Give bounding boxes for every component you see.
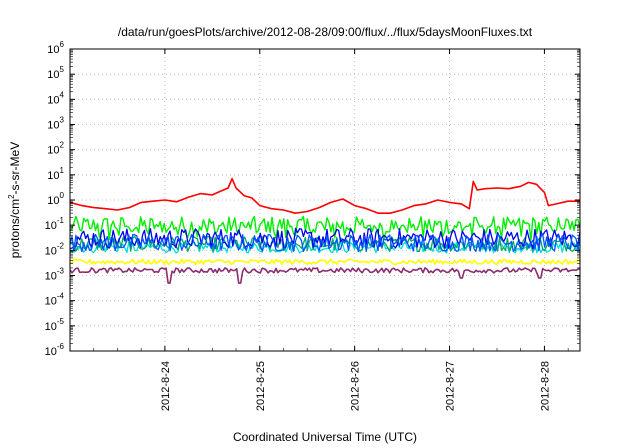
chart-title: /data/run/goesPlots/archive/2012-08-28/0… bbox=[118, 25, 533, 39]
y-tick-label: 104 bbox=[47, 90, 64, 106]
y-tick-label: 10-2 bbox=[45, 241, 65, 257]
y-tick-label: 103 bbox=[47, 116, 64, 132]
x-tick-label: 2012-8-28 bbox=[539, 361, 551, 411]
y-tick-label: 10-6 bbox=[45, 342, 65, 358]
series-line-1 bbox=[69, 215, 581, 241]
y-tick-label: 101 bbox=[47, 166, 64, 182]
x-tick-label: 2012-8-27 bbox=[445, 361, 457, 411]
x-tick-label: 2012-8-25 bbox=[255, 361, 267, 411]
series-line-7 bbox=[69, 267, 581, 284]
y-tick-label: 106 bbox=[47, 40, 64, 56]
x-tick-label: 2012-8-24 bbox=[160, 361, 172, 411]
y-axis-label-post: -s-sr-MeV bbox=[8, 142, 22, 195]
y-axis-label-pre: protons/cm bbox=[8, 199, 22, 258]
y-tick-label: 100 bbox=[47, 191, 64, 207]
grid bbox=[70, 49, 580, 351]
y-tick-label: 10-4 bbox=[45, 292, 65, 308]
series-line-0 bbox=[69, 177, 580, 214]
y-axis-ticks: 10-6 10-5 10-4 10-3 10-2 10-1 100 101 102 103 104 1… bbox=[45, 40, 580, 358]
y-tick-label: 105 bbox=[47, 65, 64, 81]
x-tick-label: 2012-8-26 bbox=[350, 361, 362, 411]
y-tick-label: 10-3 bbox=[45, 267, 65, 283]
y-tick-label: 102 bbox=[47, 141, 64, 157]
y-tick-label: 10-5 bbox=[45, 317, 65, 333]
y-tick-label: 10-1 bbox=[45, 216, 65, 232]
series-layer bbox=[69, 177, 581, 284]
x-axis-ticks: 2012-8-24 2012-8-25 2012-8-26 2012-8-27 2012… bbox=[69, 49, 569, 411]
series-line-4 bbox=[69, 227, 581, 250]
x-axis-label: Coordinated Universal Time (UTC) bbox=[233, 430, 417, 444]
y-axis-label: protons/cm2-s-sr-MeV bbox=[7, 142, 22, 258]
y-axis-label-sup: 2 bbox=[7, 194, 16, 199]
series-line-5 bbox=[69, 233, 581, 253]
series-line-6 bbox=[69, 258, 581, 266]
